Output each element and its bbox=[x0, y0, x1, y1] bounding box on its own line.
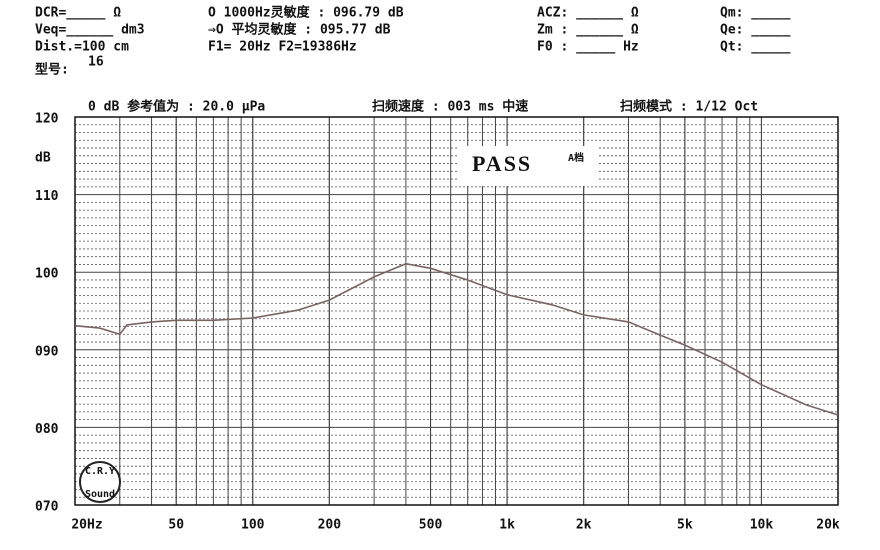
y-tick-label: 080 bbox=[35, 422, 59, 437]
x-tick-label: 2k bbox=[576, 518, 592, 533]
y-tick-label: 100 bbox=[35, 267, 59, 282]
x-tick-label: 10k bbox=[750, 518, 774, 533]
annotation: PASS bbox=[472, 151, 532, 176]
x-tick-label: 50 bbox=[168, 518, 184, 533]
model-value: 16 bbox=[88, 55, 104, 70]
annotation-box bbox=[458, 146, 598, 186]
header-field: ACZ: ______ Ω bbox=[537, 6, 639, 21]
reference-field: 0 dB 参考值为 : 20.0 μPa bbox=[88, 99, 265, 115]
logo-ring bbox=[79, 461, 121, 503]
x-tick-label: 100 bbox=[241, 518, 265, 533]
header-field: Veq=______ dm3 bbox=[35, 23, 145, 38]
model-label: 型号: bbox=[35, 62, 69, 78]
y-tick-label: 110 bbox=[35, 189, 59, 204]
header-field: Qt: _____ bbox=[720, 40, 791, 55]
header-field: F0 : _____ Hz bbox=[537, 40, 639, 55]
header-field: Zm : ______ Ω bbox=[537, 23, 639, 38]
y-tick-label: 070 bbox=[35, 500, 59, 515]
x-tick-label: 500 bbox=[419, 518, 443, 533]
x-tick-label: 1k bbox=[499, 518, 515, 533]
annotation-note: A档 bbox=[568, 151, 584, 164]
response-curve bbox=[74, 262, 839, 416]
header-field: F1= 20Hz F2=19386Hz bbox=[208, 40, 357, 55]
x-tick-label: 20k bbox=[816, 518, 840, 533]
header-field: DCR=_____ Ω bbox=[35, 6, 121, 21]
logo-bottom: Sound bbox=[85, 489, 115, 500]
y-axis-label: dB bbox=[35, 151, 51, 166]
header-field: Dist.=100 cm bbox=[35, 40, 129, 55]
logo: C.R.Y Sound bbox=[79, 461, 121, 503]
plot-frame bbox=[74, 116, 839, 506]
x-tick-label: 200 bbox=[318, 518, 342, 533]
logo-top: C.R.Y bbox=[85, 466, 115, 477]
header-field: Qe: _____ bbox=[720, 23, 791, 38]
x-tick-label: 5k bbox=[677, 518, 693, 533]
reference-field: 扫频模式 : 1/12 Oct bbox=[620, 99, 758, 115]
header-field: O 1000Hz灵敏度 : 096.79 dB bbox=[208, 5, 404, 21]
y-tick-label: 090 bbox=[35, 344, 59, 359]
x-tick-label: 20Hz bbox=[71, 518, 102, 533]
y-tick-label: 120 bbox=[35, 112, 59, 127]
header-field: ⇒O 平均灵敏度 : 095.77 dB bbox=[208, 22, 391, 38]
reference-field: 扫频速度 : 003 ms 中速 bbox=[372, 99, 528, 115]
header-field: Qm: _____ bbox=[720, 6, 791, 21]
